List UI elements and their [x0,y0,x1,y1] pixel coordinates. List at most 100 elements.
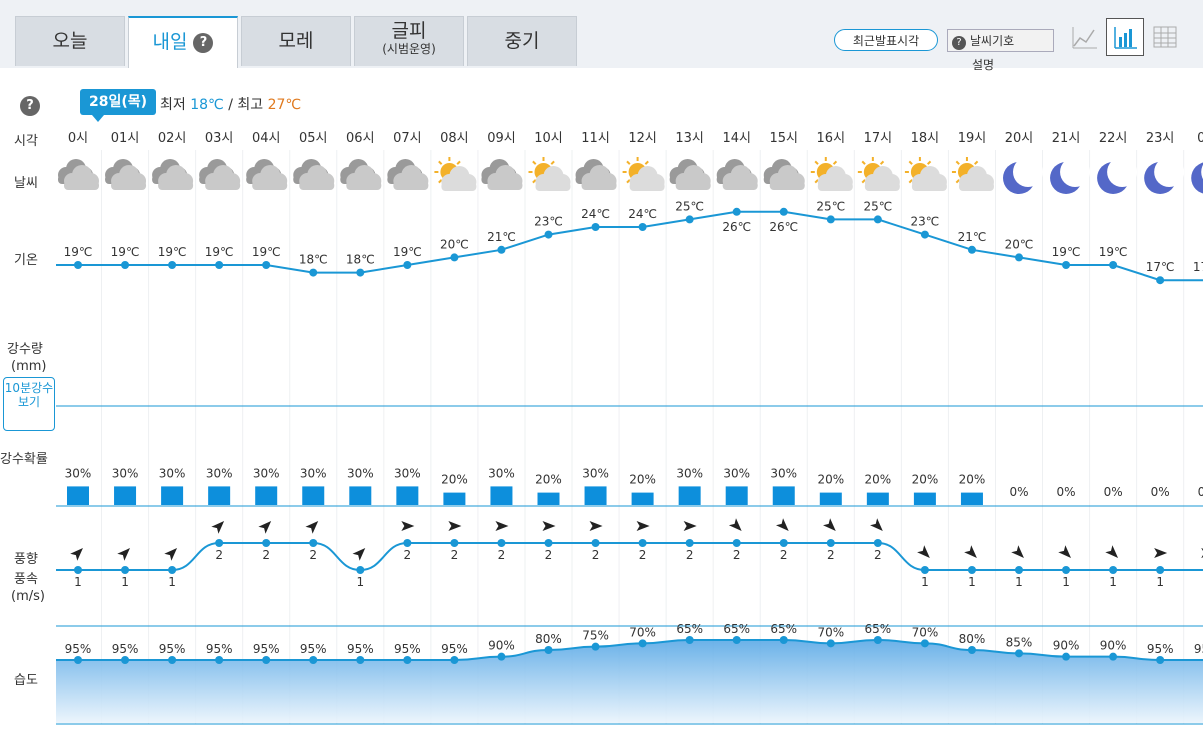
partly-sunny-icon [951,157,994,191]
humidity-label: 95% [347,642,374,656]
tab-day-after[interactable]: 모레 [241,16,351,66]
help-icon[interactable]: ? [193,32,214,53]
pop-label: 30% [112,466,139,480]
arrow-head [258,521,272,534]
table-view-icon[interactable] [1146,18,1184,56]
temperature-point [732,207,741,216]
wind-direction-arrow-icon [448,521,462,531]
hour-label: 13시 [675,131,704,146]
pop-bar [584,486,607,505]
cloudy-icon [293,159,335,190]
wind-speed-label: 1 [74,575,82,589]
partly-sunny-icon [810,157,853,191]
humidity-point [215,656,224,664]
pop-label: 30% [488,466,515,480]
tab-label: 오늘 [52,30,88,52]
hour-label: 0시 [68,131,88,146]
partly-sunny-icon [857,157,900,191]
help-icon: ? [952,36,966,50]
moon-disc [1191,162,1203,194]
wind-direction-arrow-icon [870,518,883,531]
temperature-point [450,253,459,262]
pop-label: 20% [629,473,656,487]
temperature-point [638,223,647,231]
temperature-label: 25℃ [863,199,892,213]
temperature-label: 19℃ [1052,245,1081,259]
wind-speed-label: 2 [498,548,506,562]
pop-bar [960,492,983,505]
wind-speed-label: 2 [404,548,412,562]
cloud-base [864,182,900,191]
wind-speed-point [826,539,835,547]
wind-speed-point [685,539,694,547]
pop-bar [725,486,748,505]
humidity-point [497,652,506,661]
wind-direction-arrow-icon [823,518,836,531]
row-label-precip-unit: (mm) [11,359,47,374]
sun-ray [955,160,960,165]
wind-speed-point [450,539,459,547]
humidity-label: 95% [1194,642,1203,656]
sun-ray [626,160,631,165]
hour-label: 21시 [1052,131,1081,146]
temperature-point [74,261,82,269]
line-chart-view-icon[interactable] [1066,18,1104,56]
cloudy-icon [105,159,147,190]
bar-chart-view-icon[interactable] [1106,18,1144,56]
weather-legend-button[interactable]: ? 날씨기호 [947,29,1054,52]
wind-speed-point [215,539,224,547]
wind-speed-point [262,539,271,547]
humidity-point [450,656,459,664]
wind-speed-label: 1 [121,575,129,589]
cloud-base [722,181,758,190]
wind-speed-label: 2 [309,548,317,562]
wind-speed-label: 2 [592,548,600,562]
tab-midterm[interactable]: 중기 [467,16,577,66]
row-label-time: 시각 [14,134,38,149]
arrow-head [775,518,789,531]
arrow-head [823,518,836,531]
hour-label: 04시 [252,131,281,146]
arrow-head [305,521,319,534]
ten-minute-precip-button[interactable]: 10분강수 보기 [3,377,55,431]
temperature-point [403,261,412,269]
pop-label: 30% [300,466,327,480]
arrow-head [683,521,697,531]
humidity-point [591,642,600,651]
temperature-label: 19℃ [64,245,93,259]
temperature-label: 20℃ [1005,237,1034,251]
temperature-label: 25℃ [675,199,704,213]
cloud-base [911,182,947,191]
temperature-point [967,245,976,254]
humidity-point [74,656,82,664]
cloudy-icon [58,159,99,190]
arrow-head [542,521,556,531]
pop-bar [678,486,701,505]
sun-ray [814,160,819,165]
latest-release-button[interactable]: 최근발표시각 [834,29,938,51]
pop-bar [302,486,325,505]
temperature-label: 21℃ [958,230,987,244]
wind-speed-label: 2 [215,548,223,562]
wind-direction-arrow-icon [917,545,930,558]
moon-icon [1050,157,1091,194]
humidity-point [873,635,882,644]
arrow-head [1105,545,1119,558]
sun-ray [438,179,443,184]
sun-ray [861,160,866,165]
cloud-base [346,181,382,190]
pop-label: 30% [253,466,280,480]
partly-sunny-icon [528,157,571,191]
temperature-label: 19℃ [111,245,140,259]
tab-third-day[interactable]: 글피 (시범운영) [354,16,464,66]
tab-tomorrow[interactable]: 내일? [128,16,238,68]
humidity-point [544,645,553,654]
temperature-point [779,207,788,216]
arrow-head [1154,548,1168,558]
pop-label: 30% [206,466,233,480]
tab-today[interactable]: 오늘 [15,16,125,66]
wind-speed-point [1109,566,1118,574]
pop-bar [819,492,842,505]
help-icon[interactable]: ? [20,96,40,116]
sun-ray [438,160,443,165]
